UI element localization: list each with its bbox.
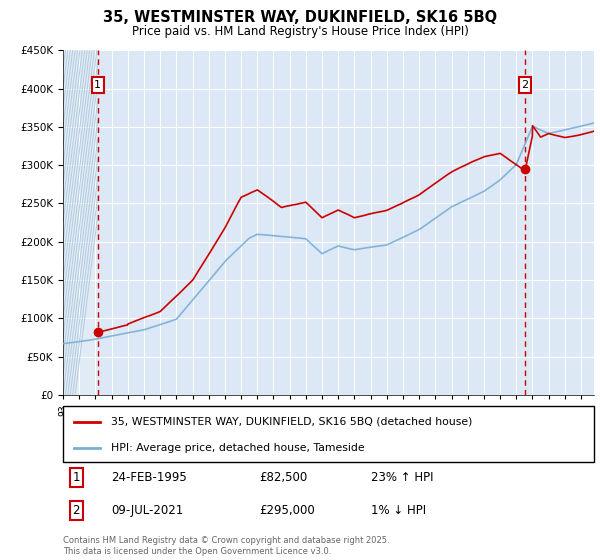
Text: £295,000: £295,000 — [259, 504, 315, 517]
Text: 1: 1 — [73, 471, 80, 484]
Text: HPI: Average price, detached house, Tameside: HPI: Average price, detached house, Tame… — [111, 443, 364, 453]
Text: £82,500: £82,500 — [259, 471, 308, 484]
Text: 1: 1 — [94, 80, 101, 90]
FancyBboxPatch shape — [63, 406, 594, 462]
Text: 23% ↑ HPI: 23% ↑ HPI — [371, 471, 433, 484]
Text: Price paid vs. HM Land Registry's House Price Index (HPI): Price paid vs. HM Land Registry's House … — [131, 25, 469, 38]
Polygon shape — [63, 50, 98, 395]
Text: 2: 2 — [73, 504, 80, 517]
Text: 09-JUL-2021: 09-JUL-2021 — [111, 504, 183, 517]
Text: 1% ↓ HPI: 1% ↓ HPI — [371, 504, 426, 517]
Text: Contains HM Land Registry data © Crown copyright and database right 2025.
This d: Contains HM Land Registry data © Crown c… — [63, 536, 389, 556]
Text: 2: 2 — [521, 80, 529, 90]
Text: 24-FEB-1995: 24-FEB-1995 — [111, 471, 187, 484]
Text: 35, WESTMINSTER WAY, DUKINFIELD, SK16 5BQ: 35, WESTMINSTER WAY, DUKINFIELD, SK16 5B… — [103, 10, 497, 25]
Text: 35, WESTMINSTER WAY, DUKINFIELD, SK16 5BQ (detached house): 35, WESTMINSTER WAY, DUKINFIELD, SK16 5B… — [111, 417, 472, 427]
